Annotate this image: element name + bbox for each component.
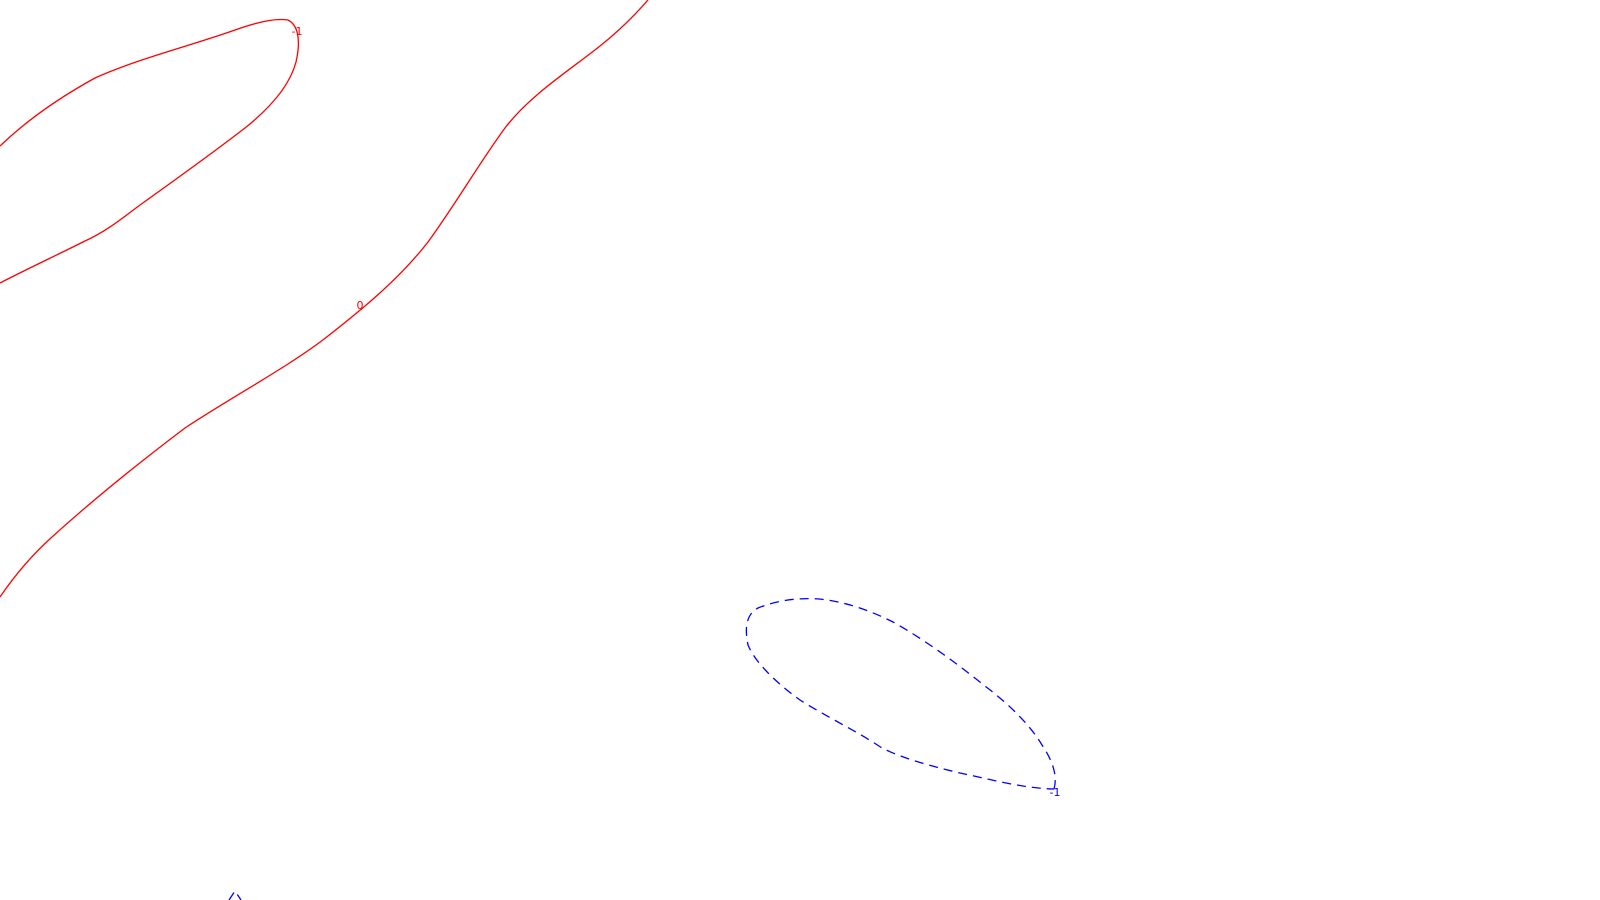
contour-line-blue-partial: [228, 889, 242, 900]
contour-labels: -1 0 -1: [292, 25, 1061, 799]
contour-lines: [0, 0, 1056, 900]
contour-line-neg1-blue: [745, 597, 1056, 790]
contour-label-0: -1: [292, 25, 303, 38]
contour-label-2: -1: [1050, 786, 1061, 799]
contour-line-neg1-red: [0, 18, 300, 284]
contour-line-zero-red: [0, 0, 649, 598]
contour-label-1: 0: [357, 299, 364, 312]
